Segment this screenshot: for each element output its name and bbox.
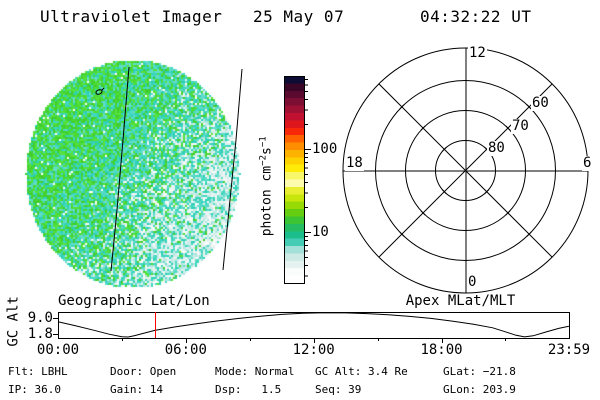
date-label: 25 May 07 — [253, 7, 345, 26]
x-tick-label: 00:00 — [36, 342, 80, 358]
disk-feature-marker — [95, 89, 103, 95]
colorbar-tick-10: 10 — [312, 224, 329, 240]
polar-ring-tick — [399, 104, 405, 110]
mlat-label-80: 80 — [487, 140, 506, 156]
colorbar-band — [284, 90, 304, 99]
polar-ring-tick — [420, 210, 426, 216]
colorbar-unit-label: photon cm−2s−1 — [258, 136, 275, 237]
colorbar-band — [284, 231, 304, 240]
status-flt: Flt: LBHL — [8, 365, 68, 378]
colorbar-band — [284, 216, 304, 225]
colorbar-band — [284, 179, 304, 188]
mlat-label-60: 60 — [531, 95, 550, 111]
polar-ring-tick — [526, 104, 532, 110]
colorbar-band — [284, 120, 304, 129]
colorbar-band — [284, 223, 304, 232]
colorbar-border — [284, 76, 305, 284]
colorbar-band — [284, 157, 304, 166]
status-door: Door: Open — [110, 365, 177, 378]
colorbar-band — [284, 268, 304, 277]
mlt-label-6: 6 — [582, 155, 593, 171]
polar-ring-tick — [484, 189, 490, 195]
colorbar-band — [284, 112, 304, 121]
disk-meridian-line-2 — [222, 68, 243, 271]
mlt-label-12: 12 — [468, 45, 487, 61]
colorbar-band — [284, 246, 304, 255]
unit-exponent: −2 — [258, 155, 269, 166]
colorbar-band — [284, 149, 304, 158]
colorbar-tick-100: 100 — [312, 141, 338, 157]
polar-ring-tick — [526, 231, 532, 237]
polar-ring-tick — [505, 210, 511, 216]
status-dsp: Dsp: 1.5 — [215, 383, 282, 396]
colorbar-band — [284, 260, 304, 269]
status-seq: Seq: 39 — [315, 383, 362, 396]
colorbar-band — [284, 98, 304, 107]
y-tick-label-1-8: 1.8 — [27, 326, 53, 342]
mlat-label-70: 70 — [511, 118, 530, 134]
mlt-label-0: 0 — [467, 274, 478, 290]
x-tick-label: 23:59 — [547, 342, 591, 358]
x-tick-label: 12:00 — [292, 342, 335, 358]
status-glat: GLat: −21.8 — [443, 365, 516, 378]
colorbar-band — [284, 275, 304, 284]
polar-ring-tick — [441, 146, 447, 152]
polar-ring-tick — [441, 189, 447, 195]
polar-ring-tick — [505, 125, 511, 131]
colorbar-band — [284, 209, 304, 218]
polar-caption: Apex MLat/MLT — [405, 293, 516, 309]
status-gain: Gain: 14 — [110, 383, 163, 396]
colorbar-band — [284, 164, 304, 173]
polar-diagonal — [378, 83, 553, 258]
colorbar-band — [284, 127, 304, 136]
colorbar-band — [284, 76, 304, 84]
unit-exponent: −1 — [258, 136, 269, 148]
mlt-label-18: 18 — [345, 155, 364, 171]
colorbar-band — [284, 142, 304, 151]
strip-chart-frame — [58, 312, 570, 339]
disk-feature-marker-tail — [101, 87, 105, 91]
gc-alt-axis-label: GC Alt — [5, 296, 22, 347]
y-tick-label-9: 9.0 — [27, 310, 53, 326]
disk-meridian-line-1 — [110, 66, 130, 272]
colorbar-band — [284, 105, 304, 114]
x-tick-label: 18:00 — [420, 342, 463, 358]
disk-caption: Geographic Lat/Lon — [58, 293, 210, 309]
colorbar-band — [284, 186, 304, 195]
colorbar-band — [284, 194, 304, 203]
status-ip: IP: 36.0 — [8, 383, 61, 396]
colorbar-band — [284, 83, 304, 92]
colorbar-band — [284, 135, 304, 144]
x-tick-label: 06:00 — [164, 342, 207, 358]
gc-alt-curve — [57, 312, 570, 338]
polar-ring-tick — [399, 231, 405, 237]
status-glon: GLon: 203.9 — [443, 383, 516, 396]
colorbar-band — [284, 201, 304, 210]
status-mode: Mode: Normal — [215, 365, 295, 378]
colorbar-band — [284, 253, 304, 262]
instrument-title: Ultraviolet Imager — [40, 7, 223, 26]
colorbar-band — [284, 238, 304, 247]
colorbar-band — [284, 172, 304, 181]
polar-ring-tick — [420, 125, 426, 131]
status-gcalt: GC Alt: 3.4 Re — [315, 365, 408, 378]
time-label: 04:32:22 UT — [420, 7, 532, 26]
